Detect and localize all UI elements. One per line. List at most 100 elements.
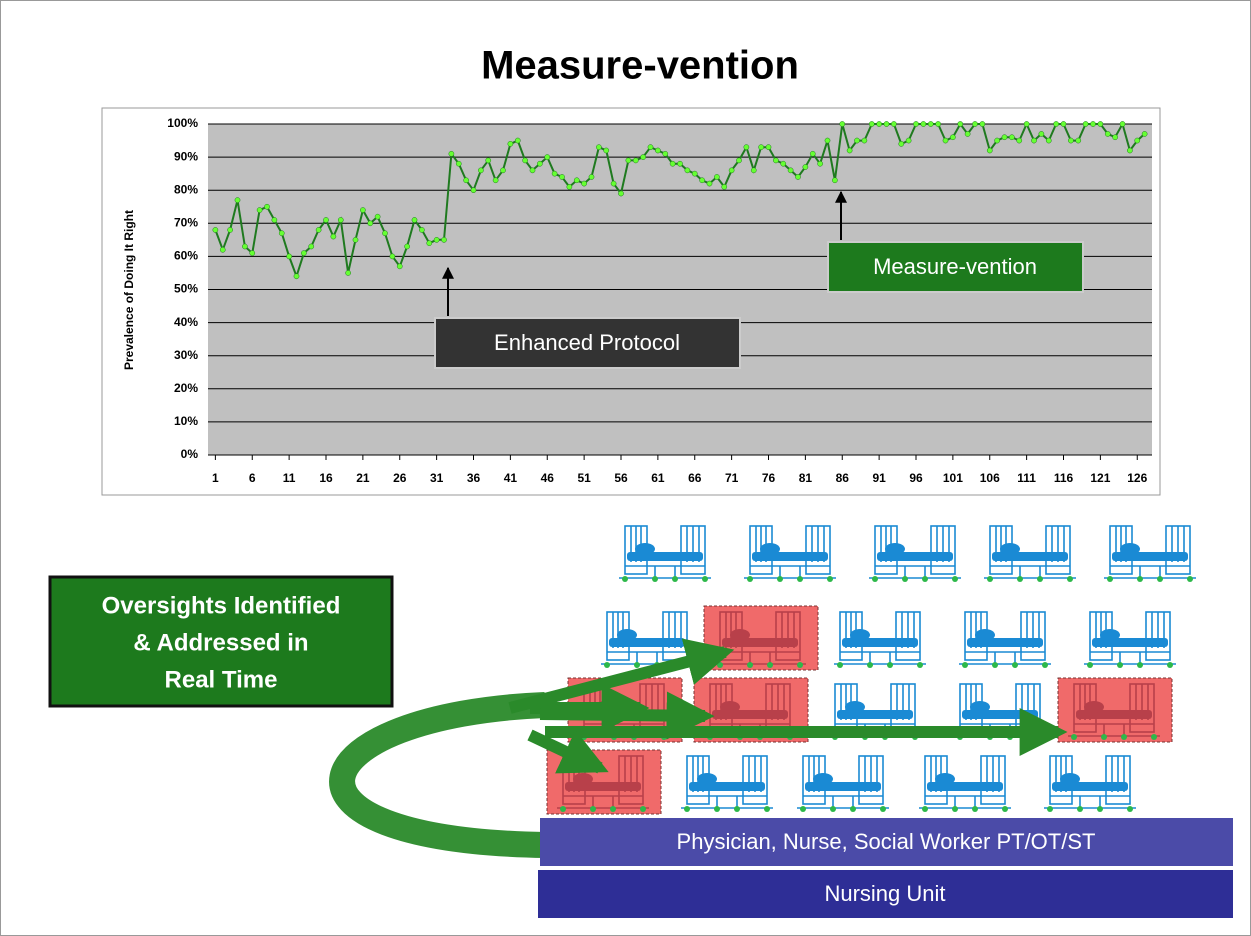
data-point bbox=[722, 184, 727, 189]
data-point bbox=[869, 121, 874, 126]
data-point bbox=[854, 138, 859, 143]
data-point bbox=[677, 161, 682, 166]
data-point bbox=[279, 231, 284, 236]
data-point bbox=[449, 151, 454, 156]
data-point bbox=[574, 178, 579, 183]
data-point bbox=[1054, 121, 1059, 126]
data-point bbox=[1068, 138, 1073, 143]
x-tick-label: 91 bbox=[872, 471, 886, 485]
data-point bbox=[375, 214, 380, 219]
data-point bbox=[1076, 138, 1081, 143]
data-point bbox=[464, 178, 469, 183]
data-point bbox=[899, 141, 904, 146]
data-point bbox=[346, 270, 351, 275]
data-point bbox=[523, 158, 528, 163]
annotation: Measure-vention bbox=[873, 254, 1037, 279]
data-point bbox=[1098, 121, 1103, 126]
data-point bbox=[891, 121, 896, 126]
data-point bbox=[397, 264, 402, 269]
y-tick-label: 40% bbox=[174, 315, 198, 329]
annotation: Enhanced Protocol bbox=[494, 330, 680, 355]
x-tick-label: 101 bbox=[943, 471, 963, 485]
data-point bbox=[1046, 138, 1051, 143]
x-tick-label: 41 bbox=[504, 471, 518, 485]
data-point bbox=[744, 145, 749, 150]
unit-label: Nursing Unit bbox=[824, 881, 945, 906]
x-tick-label: 116 bbox=[1054, 471, 1074, 485]
data-point bbox=[692, 171, 697, 176]
data-point bbox=[618, 191, 623, 196]
data-point bbox=[552, 171, 557, 176]
data-point bbox=[862, 138, 867, 143]
slide-title: Measure-vention bbox=[481, 44, 799, 88]
x-tick-label: 51 bbox=[577, 471, 591, 485]
data-point bbox=[508, 141, 513, 146]
x-tick-label: 106 bbox=[980, 471, 1000, 485]
data-point bbox=[545, 155, 550, 160]
data-point bbox=[847, 148, 852, 153]
y-tick-label: 0% bbox=[181, 447, 199, 461]
data-point bbox=[1127, 148, 1132, 153]
data-point bbox=[1083, 121, 1088, 126]
data-point bbox=[382, 231, 387, 236]
data-point bbox=[950, 135, 955, 140]
data-point bbox=[1009, 135, 1014, 140]
data-point bbox=[751, 168, 756, 173]
x-tick-label: 81 bbox=[799, 471, 813, 485]
data-point bbox=[921, 121, 926, 126]
y-tick-label: 10% bbox=[174, 414, 198, 428]
data-point bbox=[537, 161, 542, 166]
y-tick-label: 30% bbox=[174, 348, 198, 362]
data-point bbox=[810, 151, 815, 156]
data-point bbox=[316, 227, 321, 232]
data-point bbox=[589, 174, 594, 179]
data-point bbox=[250, 250, 255, 255]
data-point bbox=[980, 121, 985, 126]
data-point bbox=[309, 244, 314, 249]
data-point bbox=[641, 155, 646, 160]
data-point bbox=[220, 247, 225, 252]
data-point bbox=[1039, 131, 1044, 136]
data-point bbox=[471, 188, 476, 193]
data-point bbox=[928, 121, 933, 126]
data-point bbox=[486, 158, 491, 163]
x-tick-label: 76 bbox=[762, 471, 776, 485]
data-point bbox=[766, 145, 771, 150]
data-point bbox=[235, 198, 240, 203]
data-point bbox=[1031, 138, 1036, 143]
data-point bbox=[331, 234, 336, 239]
data-point bbox=[228, 227, 233, 232]
data-point bbox=[257, 207, 262, 212]
data-point bbox=[1105, 131, 1110, 136]
data-point bbox=[434, 237, 439, 242]
data-point bbox=[832, 178, 837, 183]
data-point bbox=[736, 158, 741, 163]
data-point bbox=[515, 138, 520, 143]
data-point bbox=[390, 254, 395, 259]
x-tick-label: 121 bbox=[1090, 471, 1110, 485]
y-tick-label: 20% bbox=[174, 381, 198, 395]
y-tick-label: 60% bbox=[174, 249, 198, 263]
x-tick-label: 6 bbox=[249, 471, 256, 485]
data-point bbox=[368, 221, 373, 226]
data-point bbox=[936, 121, 941, 126]
x-tick-label: 16 bbox=[319, 471, 333, 485]
data-point bbox=[264, 204, 269, 209]
data-point bbox=[913, 121, 918, 126]
data-point bbox=[412, 217, 417, 222]
data-point bbox=[1002, 135, 1007, 140]
data-point bbox=[626, 158, 631, 163]
data-point bbox=[272, 217, 277, 222]
data-point bbox=[567, 184, 572, 189]
y-tick-label: 80% bbox=[174, 182, 198, 196]
data-point bbox=[818, 161, 823, 166]
y-tick-label: 70% bbox=[174, 215, 198, 229]
x-tick-label: 56 bbox=[614, 471, 628, 485]
y-tick-label: 50% bbox=[174, 282, 198, 296]
x-tick-label: 66 bbox=[688, 471, 702, 485]
data-point bbox=[1135, 138, 1140, 143]
y-tick-label: 90% bbox=[174, 149, 198, 163]
data-point bbox=[242, 244, 247, 249]
data-point bbox=[596, 145, 601, 150]
x-tick-label: 86 bbox=[836, 471, 850, 485]
